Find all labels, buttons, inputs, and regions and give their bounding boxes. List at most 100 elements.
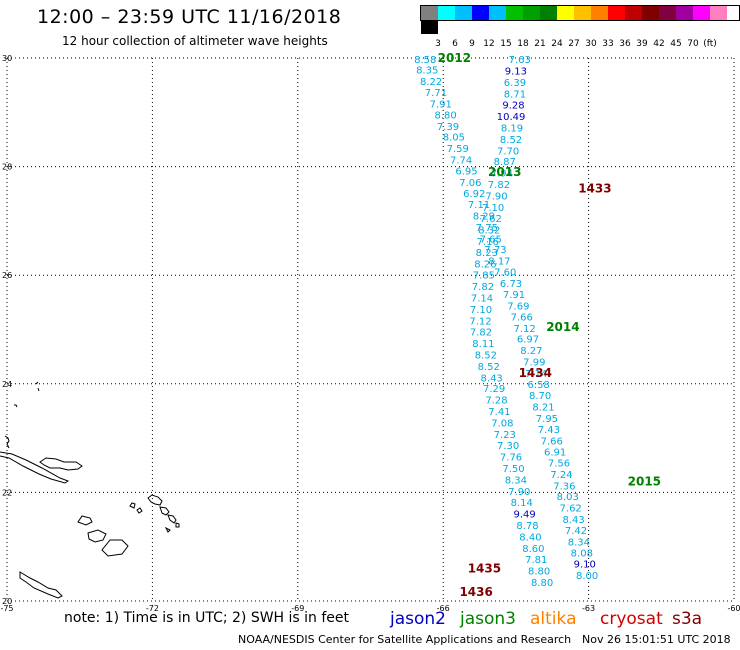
colorbar-swatch [523, 6, 540, 20]
colorbar-label: 42 [653, 39, 665, 49]
colorbar-swatch [574, 6, 591, 20]
y-tick-label: 24 [2, 380, 12, 389]
wave-height-value: 9.28 [502, 101, 524, 112]
wave-height-value: 7.62 [480, 214, 502, 225]
wave-height-value: 7.66 [511, 312, 533, 323]
colorbar-swatch [489, 6, 506, 20]
wave-height-value: 7.70 [497, 146, 519, 157]
wave-height-value: 8.00 [576, 571, 598, 582]
wave-height-value: 7.82 [472, 282, 494, 293]
wave-height-value: 7.62 [560, 504, 582, 515]
colorbar-label: 6 [452, 39, 458, 49]
wave-height-value: 8.27 [520, 346, 542, 357]
pass-time-label: 2013 [488, 165, 521, 179]
bahamas-coast [147, 494, 163, 506]
generated-timestamp: Nov 26 15:01:51 UTC 2018 [582, 633, 731, 646]
wave-height-value: 8.26 [474, 259, 496, 270]
satellite-legend-item: altika [530, 609, 577, 629]
wave-height-value: 7.90 [485, 191, 507, 202]
wave-height-value: 7.12 [469, 316, 491, 327]
colorbar-swatch [625, 6, 642, 20]
wave-height-value: 8.08 [571, 549, 593, 560]
wave-height-value: 8.14 [511, 498, 533, 509]
wave-height-value: 6.95 [455, 166, 477, 177]
wave-height-value: 8.43 [562, 515, 584, 526]
y-tick-label: 28 [2, 163, 12, 172]
lat-lon-grid [6, 57, 735, 602]
colorbar-swatch [642, 6, 659, 20]
wave-height-value: 8.21 [532, 403, 554, 414]
wave-height-value: 7.16 [477, 237, 499, 248]
colorbar-swatch [693, 6, 710, 20]
wave-height-value: 7.69 [507, 302, 529, 313]
colorbar-swatch [421, 20, 438, 34]
wave-height-value: 7.14 [471, 293, 493, 304]
colorbar-label: 39 [636, 39, 648, 49]
x-tick-label: -75 [0, 604, 13, 613]
wave-height-value: 8.22 [420, 77, 442, 88]
map-title: 12:00 – 23:59 UTC 11/16/2018 [37, 6, 342, 28]
wave-height-value: 7.81 [525, 555, 547, 566]
wave-height-value: 7.10 [482, 203, 504, 214]
wave-height-value: 7.63 [509, 55, 531, 66]
coastline [0, 381, 180, 599]
x-tick-label: -69 [291, 604, 304, 613]
wave-height-value: 7.82 [470, 328, 492, 339]
pass-time-label: 2012 [438, 51, 471, 65]
colorbar-label: 9 [469, 39, 475, 49]
hispaniola-coast [39, 457, 83, 471]
colorbar-label: 15 [500, 39, 512, 49]
axis-labels: -75 -72 -69 -66 -63 -60 30 28 26 24 22 20 [0, 54, 740, 613]
colorbar-swatch [540, 6, 557, 20]
y-tick-label: 26 [2, 271, 12, 280]
wave-height-value: 7.74 [450, 156, 472, 167]
wave-height-value: 8.35 [416, 65, 438, 76]
y-tick-label: 22 [2, 488, 12, 497]
wave-height-value: 7.12 [513, 324, 535, 335]
pass-time-label: 1434 [519, 366, 552, 380]
colorbar-label: 33 [602, 39, 614, 49]
wave-height-value: 7.24 [550, 470, 572, 481]
x-tick-label: -63 [582, 604, 595, 613]
wave-height-value: 7.56 [548, 459, 570, 470]
pass-time-label: 1435 [468, 561, 501, 575]
colorbar-label: 3 [435, 39, 441, 49]
satellite-legend-item: s3a [672, 609, 703, 629]
bahamas-coast [129, 502, 143, 514]
coast-fragment [4, 435, 10, 449]
colorbar-label: 21 [534, 39, 546, 49]
wave-height-value: 6.58 [528, 380, 550, 391]
wave-height-value: 8.52 [475, 350, 497, 361]
x-tick-label: -72 [146, 604, 159, 613]
colorbar-label: 70 [687, 39, 699, 49]
wave-height-value: 7.71 [425, 88, 447, 99]
wave-height-value: 6.91 [544, 448, 566, 459]
colorbar-label: 36 [619, 39, 631, 49]
wave-height-value: 8.60 [522, 544, 544, 555]
colorbar-cells [420, 5, 740, 34]
colorbar-label: 27 [568, 39, 580, 49]
wave-height-value: 7.73 [484, 245, 506, 256]
wave-height-value: 7.06 [459, 178, 481, 189]
wave-height-value: 6.92 [463, 189, 485, 200]
wave-height-value: 7.82 [488, 180, 510, 191]
map-subtitle: 12 hour collection of altimeter wave hei… [62, 34, 328, 48]
wave-height-value: 7.41 [488, 407, 510, 418]
note-text: note: 1) Time is in UTC; 2) SWH is in fe… [64, 610, 350, 626]
island-coast [19, 571, 63, 599]
wave-height-value: 8.05 [443, 133, 465, 144]
wave-height-value: 8.03 [557, 492, 579, 503]
pass-time-label: 2015 [628, 475, 661, 489]
wave-height-value: 8.58 [414, 55, 436, 66]
wave-height-value: 7.43 [538, 425, 560, 436]
wave-height-value: 8.71 [504, 89, 526, 100]
wave-height-value: 8.87 [494, 157, 516, 168]
wave-height-value: 8.80 [531, 578, 553, 589]
colorbar-swatch [455, 6, 472, 20]
colorbar-label: 24 [551, 39, 563, 49]
wave-height-value: 8.32 [478, 226, 500, 237]
wave-height-value: 8.34 [568, 537, 590, 548]
wave-height-value: 6.97 [517, 335, 539, 346]
satellite-legend-item: cryosat [600, 609, 663, 629]
